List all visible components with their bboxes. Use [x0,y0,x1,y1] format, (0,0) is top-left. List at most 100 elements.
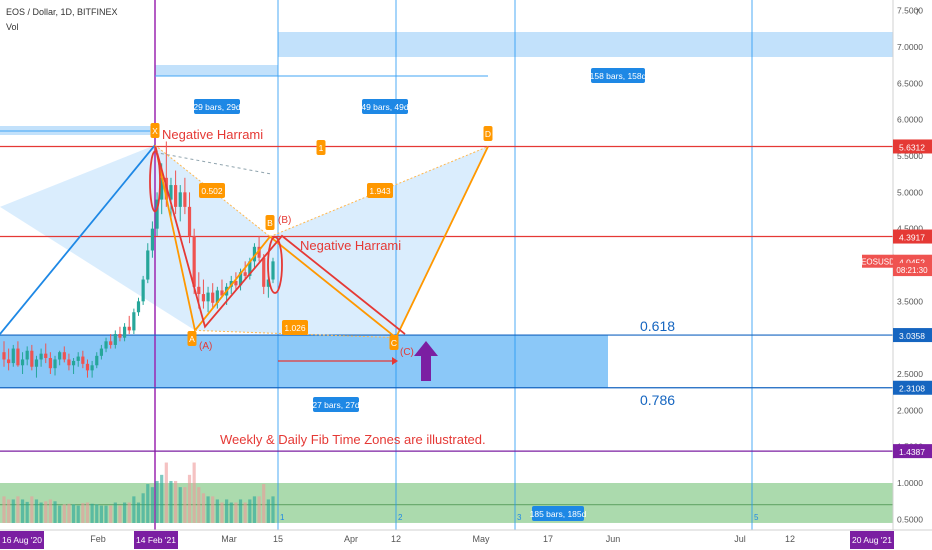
point-a-badge-bg [187,331,197,346]
ratio-xb-badge: 0.502 [199,183,225,198]
price-tick: 5.5000 [897,151,923,161]
point-b-label: (B) [278,215,291,226]
price-tick: 7.0000 [897,42,923,52]
candle [150,221,155,258]
candle [220,279,224,298]
candle-body [146,250,150,280]
candle-body [122,326,127,338]
measure-29-badge-bg [194,99,240,114]
time-zone-mark: 1 [280,513,285,522]
time-tick: May [472,534,490,544]
price-label: EOSUSD [861,254,895,268]
time-tick: Apr [344,534,358,544]
candle-body [248,261,252,276]
price-tick: 2.0000 [897,405,923,415]
candle-body [197,286,201,295]
point-b-badge-text: B [267,218,273,228]
pattern-line-x [0,144,156,335]
candle [85,359,90,378]
harrami-label-2: Negative Harrami [300,238,401,253]
volume-bar [192,462,196,523]
measure-29-badge-text: 29 bars, 29d [193,102,241,112]
time-highlight-text: 20 Aug '21 [852,535,892,545]
candle-body [25,350,29,360]
volume-bar [201,493,206,523]
volume-bar [76,505,80,523]
time-tick: 12 [391,534,401,544]
price-tick: 5.0000 [897,187,923,197]
price-label: 3.0358 [893,328,932,343]
candle [67,353,71,371]
pattern-line-red [154,144,406,335]
price-tick: 3.5000 [897,296,923,306]
measure-185-badge-text: 185 bars, 185d [530,509,587,519]
price-label-text: 1.4387 [899,447,925,457]
time-tick: Mar [221,534,237,544]
up-arrow-icon [414,341,438,381]
candle [211,283,215,309]
price-label: 1.4387 [893,444,932,459]
candle [90,360,94,378]
volume-bar [215,499,219,523]
candle [39,348,43,367]
price-tick: 1.0000 [897,478,923,488]
ratio-bd-badge: 1.943 [367,183,393,198]
candle [109,334,113,349]
time-highlight-bg [0,531,44,549]
price-label-bg [893,444,932,459]
countdown-text: 08:21:30 [896,266,928,275]
candle [118,326,122,342]
volume-bar [229,502,233,523]
candle [136,297,141,316]
volume-bar [67,503,71,523]
dashed-trend [154,151,273,175]
candle-body [20,359,25,366]
candle-body [220,290,224,296]
pattern-fill-bcd [270,146,488,338]
range-box-27 [278,337,395,387]
volume-bar [164,462,168,523]
time-highlight-bg [134,531,178,549]
volume-bar [266,499,270,523]
candle-body [215,290,219,303]
volume-bar [16,496,20,523]
volume-bar [238,499,243,523]
candle [48,352,52,374]
point-x-badge-bg [150,123,160,138]
pattern-fill-abc [195,236,396,338]
candle-body [266,279,270,287]
ratio-ac-badge-bg [282,320,308,335]
volume-bar [20,499,25,523]
candle [113,330,117,349]
volume-bar [58,505,62,523]
volume-bar [252,496,257,523]
candle [16,341,20,367]
candle-body [211,292,215,303]
candle-body [234,280,238,286]
candle [234,272,238,291]
time-zone-mark: 2 [398,513,403,522]
candle [122,323,127,342]
price-label-bg [893,139,932,154]
candle-body [178,192,182,207]
candle [215,286,219,309]
measure-158-badge-bg [591,68,645,83]
volume-bar [136,502,141,523]
volume-bar [234,502,238,523]
volume-bar [206,496,210,523]
point-b-badge-bg [265,215,275,230]
volume-bar [122,502,127,523]
volume-bar [187,474,192,523]
volume-bar [48,499,52,523]
candle [34,355,39,378]
candle-body [62,352,66,360]
candle [58,350,62,366]
time-axis-bg [0,530,932,550]
time-tick: Jul [734,534,746,544]
price-label-text: 2.3108 [899,384,925,394]
candle-body [113,334,117,345]
point-c-badge: C [389,335,399,350]
price-label-text: 3.0358 [899,331,925,341]
